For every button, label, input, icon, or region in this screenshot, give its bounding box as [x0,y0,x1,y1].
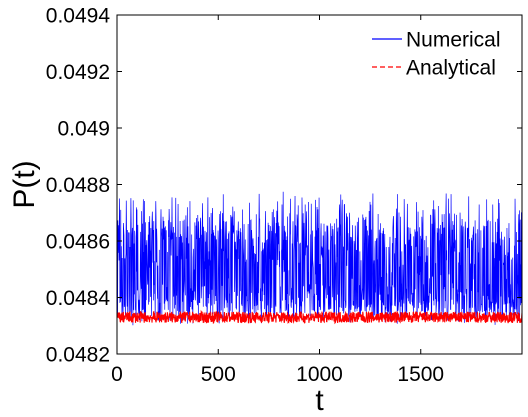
x-tick-label: 1000 [296,363,343,386]
series-line-numerical [117,191,522,326]
legend: Numerical Analytical [372,29,501,80]
y-axis-label: P(t) [8,160,41,208]
x-axis-label: t [315,384,324,417]
ticks-layer: 0 500 1000 1500 0.0482 0.0484 0.0486 0.0488 0.04… [46,5,522,386]
legend-label-analytical: Analytical [406,57,496,80]
x-tick-label: 500 [201,363,236,386]
y-tick-label: 0.0484 [46,287,111,310]
y-tick-label: 0.0488 [46,174,110,197]
y-tick-label: 0.0494 [46,5,111,28]
x-tick-label: 0 [111,363,123,386]
x-tick-label: 1500 [397,363,444,386]
y-tick-label: 0.049 [57,118,110,141]
series-line-analytical [117,309,522,325]
y-tick-label: 0.0486 [46,231,110,254]
y-tick-label: 0.0482 [46,344,110,367]
y-tick-label: 0.0492 [46,61,110,84]
series-layer [117,191,522,326]
legend-label-numerical: Numerical [406,29,501,52]
